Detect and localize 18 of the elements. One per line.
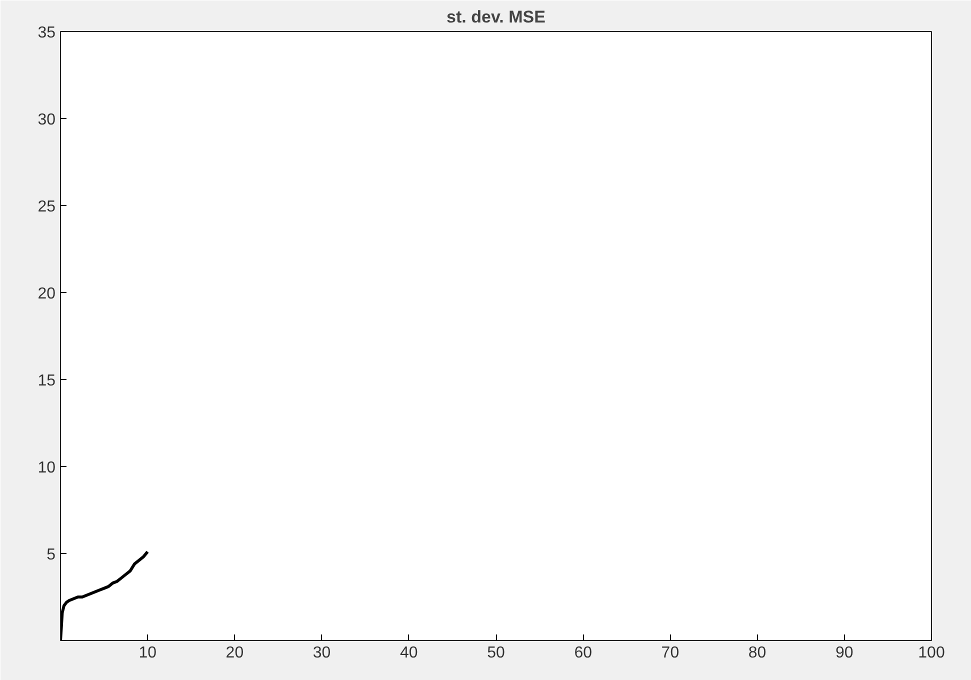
x-tick-label: 60 <box>574 644 592 662</box>
y-tick-label: 25 <box>38 198 56 216</box>
x-tick-label: 20 <box>226 644 244 662</box>
x-tick-label: 10 <box>138 644 157 662</box>
x-tick-label: 100 <box>918 644 945 662</box>
y-tick-label: 10 <box>38 460 56 476</box>
x-tick-label: 50 <box>487 644 505 662</box>
y-tick-label: 35 <box>38 24 56 42</box>
y-tick-label: 20 <box>38 286 56 302</box>
x-tick-label: 90 <box>836 644 854 662</box>
x-tick-label: 70 <box>661 644 680 662</box>
y-tick-label: 15 <box>38 372 56 390</box>
y-tick-label: 5 <box>46 546 56 564</box>
x-tick-label: 30 <box>312 644 331 662</box>
chart-title: st. dev. MSE <box>446 8 546 26</box>
x-tick-label: 40 <box>400 644 418 662</box>
y-tick-label: 30 <box>38 112 56 128</box>
x-tick-label: 80 <box>748 644 766 662</box>
